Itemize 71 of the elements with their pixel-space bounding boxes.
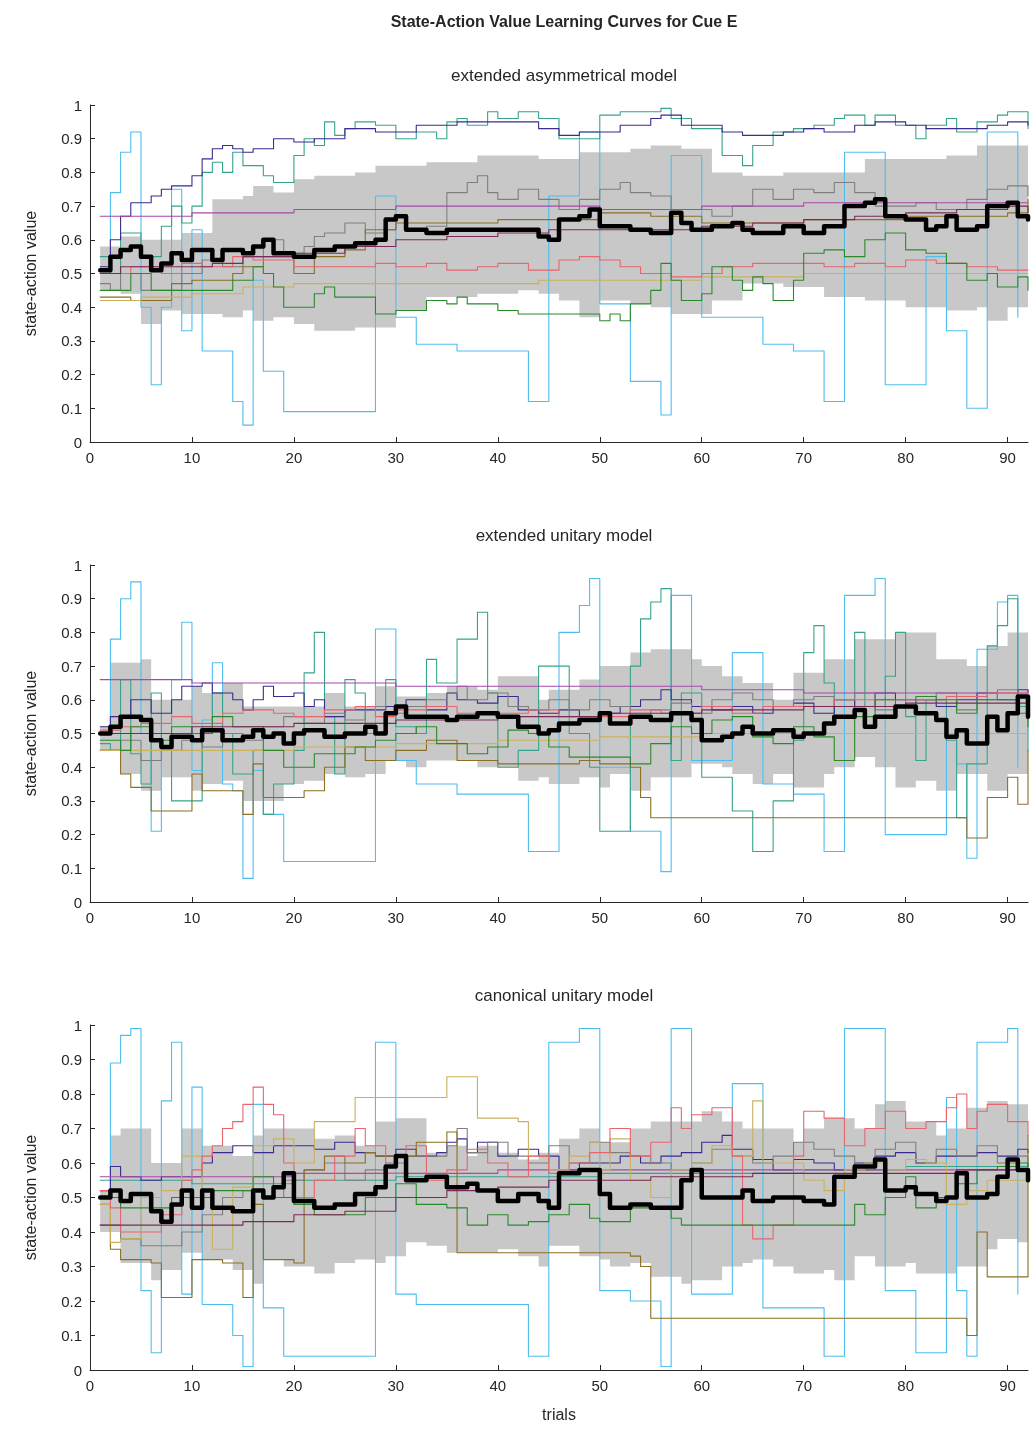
y-tick-label: 0.8 bbox=[61, 163, 82, 181]
y-tick-label: 0.7 bbox=[61, 197, 82, 215]
x-tick-label: 90 bbox=[999, 449, 1016, 466]
x-tick-label: 40 bbox=[489, 449, 507, 466]
x-tick-label: 70 bbox=[795, 1377, 813, 1394]
y-tick-label: 0.1 bbox=[61, 1327, 82, 1344]
y-tick-label: 0.1 bbox=[61, 859, 82, 877]
y-tick-label: 0.3 bbox=[61, 332, 82, 350]
chart-subtitle: extended unitary model bbox=[475, 526, 653, 545]
y-tick-label: 0.4 bbox=[61, 1223, 82, 1241]
x-tick-label: 60 bbox=[693, 1377, 711, 1394]
y-tick-label: 0.8 bbox=[61, 1085, 82, 1103]
y-tick-label: 1 bbox=[73, 96, 82, 114]
x-tick-label: 30 bbox=[387, 449, 405, 466]
x-tick-label: 20 bbox=[285, 909, 303, 926]
x-tick-label: 90 bbox=[999, 1377, 1016, 1394]
y-tick-label: 0.5 bbox=[61, 725, 82, 742]
y-tick-label: 0.9 bbox=[61, 1051, 82, 1068]
x-tick-label: 40 bbox=[489, 909, 507, 926]
y-tick-label: 0.9 bbox=[61, 590, 82, 608]
x-axis-title: trials bbox=[542, 1405, 576, 1423]
x-tick-label: 10 bbox=[183, 1377, 201, 1394]
y-tick-label: 0.6 bbox=[61, 691, 82, 709]
x-tick-label: 10 bbox=[183, 449, 201, 466]
x-tick-label: 40 bbox=[489, 1377, 507, 1394]
y-tick-label: 0.2 bbox=[61, 1292, 82, 1310]
x-tick-label: 80 bbox=[897, 1377, 914, 1394]
y-tick-label: 0.2 bbox=[61, 826, 82, 844]
x-tick-label: 50 bbox=[591, 1377, 609, 1394]
chart-subtitle: extended asymmetrical model bbox=[451, 66, 677, 85]
y-tick-label: 0.5 bbox=[61, 265, 82, 282]
y-tick-label: 0.2 bbox=[61, 366, 82, 384]
x-tick-label: 50 bbox=[591, 449, 609, 466]
y-tick-label: 0.6 bbox=[61, 1154, 82, 1172]
x-tick-label: 30 bbox=[387, 909, 405, 926]
x-tick-label: 60 bbox=[693, 909, 711, 926]
y-tick-label: 0.3 bbox=[61, 792, 82, 810]
x-tick-label: 70 bbox=[795, 909, 813, 926]
y-axis-title: state-action value bbox=[21, 670, 39, 797]
x-tick-label: 20 bbox=[285, 449, 303, 466]
y-tick-label: 0.5 bbox=[61, 1189, 82, 1206]
x-tick-label: 20 bbox=[285, 1377, 303, 1394]
y-tick-label: 0.6 bbox=[61, 231, 82, 249]
x-tick-label: 80 bbox=[897, 449, 914, 466]
y-tick-label: 1 bbox=[73, 1016, 82, 1034]
y-tick-label: 0.8 bbox=[61, 623, 82, 641]
x-tick-label: 30 bbox=[387, 1377, 405, 1394]
y-tick-label: 0.4 bbox=[61, 298, 82, 316]
y-axis-title: state-action value bbox=[21, 1134, 39, 1261]
x-tick-label: 10 bbox=[183, 909, 201, 926]
y-tick-label: 1 bbox=[73, 556, 82, 574]
x-tick-label: 60 bbox=[693, 449, 711, 466]
y-tick-label: 0.9 bbox=[61, 130, 82, 148]
x-tick-label: 0 bbox=[85, 909, 95, 926]
y-tick-label: 0.7 bbox=[61, 1120, 82, 1137]
x-tick-label: 0 bbox=[85, 449, 95, 466]
y-tick-label: 0.7 bbox=[61, 657, 82, 675]
y-axis-title: state-action value bbox=[21, 210, 39, 337]
x-tick-label: 50 bbox=[591, 909, 609, 926]
chart-title: State-Action Value Learning Curves for Cue E bbox=[390, 12, 738, 30]
x-tick-label: 90 bbox=[999, 909, 1016, 926]
y-tick-label: 0.4 bbox=[61, 758, 82, 776]
chart-subtitle: canonical unitary model bbox=[474, 986, 654, 1005]
x-tick-label: 80 bbox=[897, 909, 914, 926]
y-tick-label: 0.3 bbox=[61, 1258, 82, 1275]
y-tick-label: 0 bbox=[73, 1361, 82, 1379]
x-tick-label: 70 bbox=[795, 449, 813, 466]
x-tick-label: 0 bbox=[85, 1377, 95, 1394]
y-tick-label: 0.1 bbox=[61, 399, 82, 417]
y-tick-label: 0 bbox=[73, 433, 82, 451]
y-tick-label: 0 bbox=[73, 893, 82, 911]
